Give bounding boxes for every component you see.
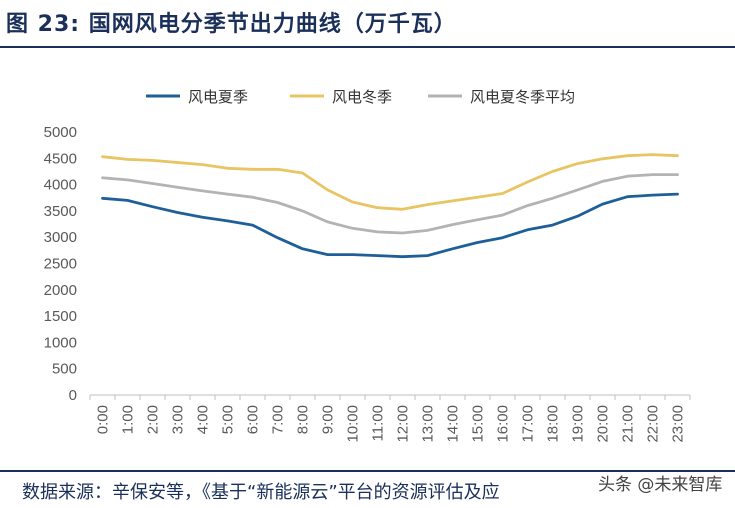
y-tick-label: 3500 <box>44 203 77 220</box>
plot-area <box>101 153 679 259</box>
source-note: 数据来源：辛保安等，《基于“新能源云”平台的资源评估及应 <box>22 482 500 503</box>
y-tick-label: 2500 <box>44 256 77 273</box>
x-tick-label: 23:00 <box>670 405 687 443</box>
y-tick-label: 5000 <box>44 124 77 141</box>
x-tick-label: 16:00 <box>495 405 512 443</box>
x-tick-label: 9:00 <box>320 405 337 434</box>
y-tick-label: 500 <box>52 361 77 378</box>
y-tick-label: 3000 <box>44 229 77 246</box>
y-axis: 0 500 1000 1500 2000 2500 3000 3500 4000 4500 5000 <box>44 124 77 404</box>
x-tick-label: 18:00 <box>545 405 562 443</box>
x-tick-label: 3:00 <box>170 405 187 434</box>
y-tick-label: 4500 <box>44 150 77 167</box>
x-tick-label: 10:00 <box>345 405 362 443</box>
x-tick-label: 4:00 <box>195 405 212 434</box>
x-tick-label: 14:00 <box>445 405 462 443</box>
legend-label: 风电夏冬季平均 <box>470 88 575 106</box>
legend-label: 风电夏季 <box>188 88 248 106</box>
x-tick-label: 19:00 <box>570 405 587 443</box>
x-tick-label: 21:00 <box>620 405 637 443</box>
legend-label: 风电冬季 <box>332 88 392 106</box>
y-tick-label: 0 <box>69 387 77 404</box>
x-tick-label: 13:00 <box>420 405 437 443</box>
x-tick-label: 2:00 <box>145 405 162 434</box>
x-axis: 0:00 1:00 2:00 3:00 4:00 5:00 6:00 7:00 8:00 9:00… <box>89 394 691 443</box>
x-tick-label: 11:00 <box>370 405 387 441</box>
x-tick-label: 5:00 <box>220 405 237 434</box>
series-line-0 <box>101 192 679 259</box>
x-tick-label: 22:00 <box>645 405 662 443</box>
figure-title: 图 23: 国网风电分季节出力曲线（万千瓦） <box>6 12 457 37</box>
y-tick-label: 1000 <box>44 334 77 351</box>
x-tick-label: 20:00 <box>595 405 612 443</box>
x-tick-label: 6:00 <box>245 405 262 434</box>
x-tick-label: 8:00 <box>295 405 312 434</box>
y-tick-label: 4000 <box>44 177 77 194</box>
chart-legend: 风电夏季 风电冬季 风电夏冬季平均 <box>146 88 575 106</box>
y-tick-label: 1500 <box>44 308 77 325</box>
title-divider <box>0 46 735 48</box>
x-tick-label: 17:00 <box>520 405 537 443</box>
watermark: 头条 @未来智库 <box>598 475 723 495</box>
source-divider <box>0 470 735 472</box>
x-tick-label: 1:00 <box>120 405 137 434</box>
x-tick-label: 15:00 <box>470 405 487 443</box>
y-tick-label: 2000 <box>44 282 77 299</box>
x-tick-label: 7:00 <box>270 405 287 434</box>
line-chart: 风电夏季 风电冬季 风电夏冬季平均 0 500 1000 1500 2000 2500 3000… <box>44 88 691 443</box>
series-line-1 <box>101 153 679 211</box>
x-tick-label: 12:00 <box>395 405 412 443</box>
series-line-2 <box>101 173 679 235</box>
x-tick-label: 0:00 <box>95 405 112 434</box>
